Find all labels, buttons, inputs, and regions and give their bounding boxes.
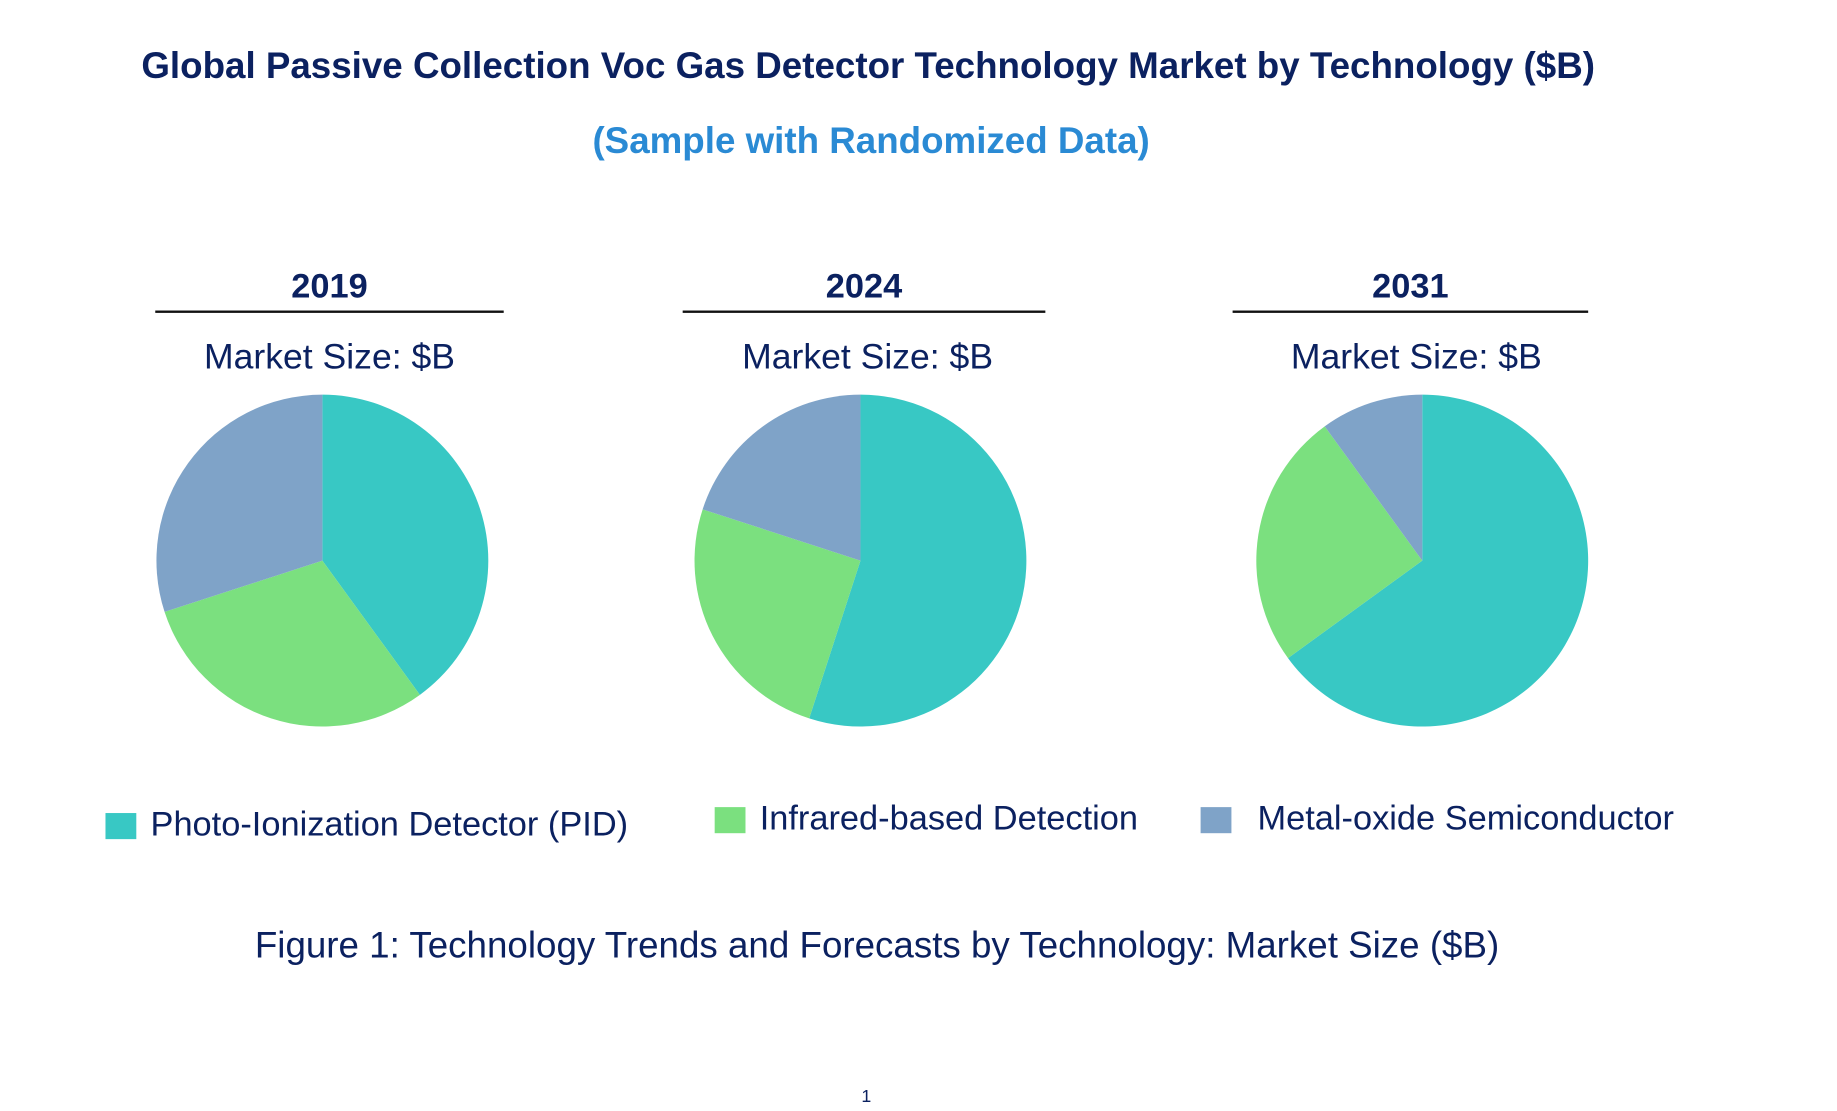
legend-swatch [1200, 806, 1232, 833]
legend-swatch [714, 806, 746, 833]
pie-slice-2031-2 [1324, 394, 1423, 561]
pie-slice-2024-1 [694, 509, 861, 719]
pie-year-2019: 2019 [291, 267, 368, 306]
legend-label: Infrared-based Detection [759, 800, 1139, 838]
legend-swatch [105, 812, 137, 839]
pie-slice-2024-0 [809, 394, 1027, 727]
pie-year-2024: 2024 [825, 267, 903, 306]
market-size-label: Market Size: $B [742, 337, 994, 377]
divider [682, 310, 1046, 313]
legend-label: Metal-oxide Semiconductor [1257, 800, 1674, 838]
pie-slice-2019-2 [156, 394, 323, 612]
legend-item-infrared[interactable]: Infrared-based Detection [714, 800, 1139, 839]
pie-slice-2024-2 [702, 394, 861, 561]
legend-item-metal-oxide[interactable]: Metal-oxide Semiconductor [1200, 800, 1674, 839]
pie-slice-2031-0 [1288, 394, 1589, 727]
divider [1232, 310, 1589, 313]
legend-item-pid[interactable]: Photo-Ionization Detector (PID) [105, 806, 628, 845]
chart-title: Global Passive Collection Voc Gas Detect… [141, 45, 1595, 87]
chart-subtitle: (Sample with Randomized Data) [592, 119, 1150, 162]
pie-slice-2019-1 [164, 560, 420, 727]
legend-label: Photo-Ionization Detector (PID) [150, 805, 629, 844]
pie-year-2031: 2031 [1372, 267, 1449, 306]
divider [155, 310, 504, 313]
page-number: 1 [861, 1086, 872, 1107]
market-size-label: Market Size: $B [1290, 337, 1542, 377]
pie-slice-2019-0 [322, 394, 489, 695]
figure-caption: Figure 1: Technology Trends and Forecast… [254, 924, 1500, 966]
pie-slice-2031-1 [1256, 426, 1423, 659]
market-size-label: Market Size: $B [204, 337, 455, 377]
